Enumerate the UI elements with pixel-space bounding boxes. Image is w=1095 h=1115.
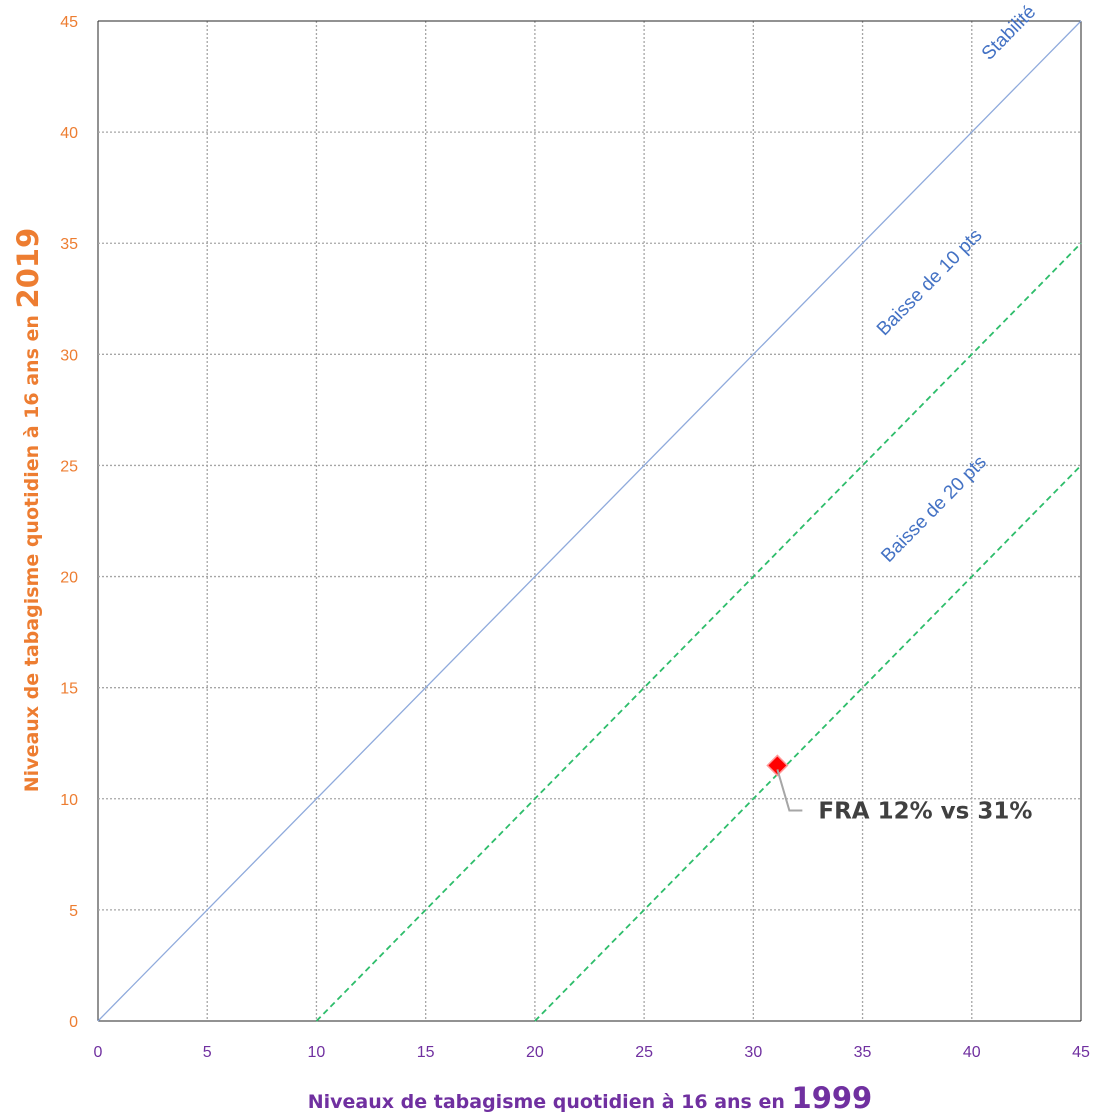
reference-line bbox=[315, 242, 1082, 1022]
y-tick-label: 5 bbox=[69, 903, 78, 920]
y-tick-label: 40 bbox=[60, 125, 78, 142]
data-point-marker bbox=[766, 754, 789, 777]
x-axis-title: Niveaux de tabagisme quotidien à 16 ans … bbox=[308, 1081, 872, 1115]
grid bbox=[97, 20, 1082, 1022]
y-axis-title: Niveaux de tabagisme quotidien à 16 ans … bbox=[11, 228, 45, 792]
reference-line bbox=[97, 20, 1082, 1022]
y-axis-title-year: 2019 bbox=[11, 228, 45, 309]
y-tick-label: 10 bbox=[60, 792, 78, 809]
reference-lines: Stabilité Baisse de 10 pts Baisse de 20 pt… bbox=[97, 2, 1082, 1022]
x-tick-label: 5 bbox=[203, 1044, 212, 1061]
x-tick-label: 10 bbox=[308, 1044, 326, 1061]
reference-line bbox=[534, 464, 1082, 1022]
reference-line-label: Baisse de 20 pts bbox=[877, 452, 990, 567]
x-tick-label: 35 bbox=[854, 1044, 872, 1061]
y-axis-title-text: Niveaux de tabagisme quotidien à 16 ans … bbox=[21, 308, 43, 792]
x-axis-title-year: 1999 bbox=[792, 1081, 873, 1115]
x-tick-label: 45 bbox=[1072, 1044, 1090, 1061]
data-point-leader bbox=[776, 769, 803, 812]
y-tick-label: 30 bbox=[60, 347, 78, 364]
y-tick-label: 35 bbox=[60, 236, 78, 253]
y-tick-label: 25 bbox=[60, 458, 78, 475]
reference-line-label: Stabilité bbox=[978, 2, 1040, 65]
x-tick-label: 0 bbox=[94, 1044, 103, 1061]
y-axis-ticks: 0 5 10 15 20 25 30 35 40 45 bbox=[60, 14, 78, 1031]
reference-line-label: Baisse de 10 pts bbox=[873, 225, 986, 340]
x-axis-ticks: 0 5 10 15 20 25 30 35 40 45 bbox=[94, 1044, 1090, 1061]
x-tick-label: 30 bbox=[744, 1044, 762, 1061]
x-tick-label: 25 bbox=[635, 1044, 653, 1061]
data-points: FRA 12% vs 31% bbox=[766, 754, 1032, 824]
x-tick-label: 15 bbox=[417, 1044, 435, 1061]
y-tick-label: 20 bbox=[60, 570, 78, 587]
x-axis-title-text: Niveaux de tabagisme quotidien à 16 ans … bbox=[308, 1091, 792, 1113]
y-tick-label: 15 bbox=[60, 681, 78, 698]
x-tick-label: 20 bbox=[526, 1044, 544, 1061]
y-tick-label: 45 bbox=[60, 14, 78, 31]
x-tick-label: 40 bbox=[963, 1044, 981, 1061]
data-point-label: FRA 12% vs 31% bbox=[818, 798, 1032, 824]
y-tick-label: 0 bbox=[69, 1014, 78, 1031]
